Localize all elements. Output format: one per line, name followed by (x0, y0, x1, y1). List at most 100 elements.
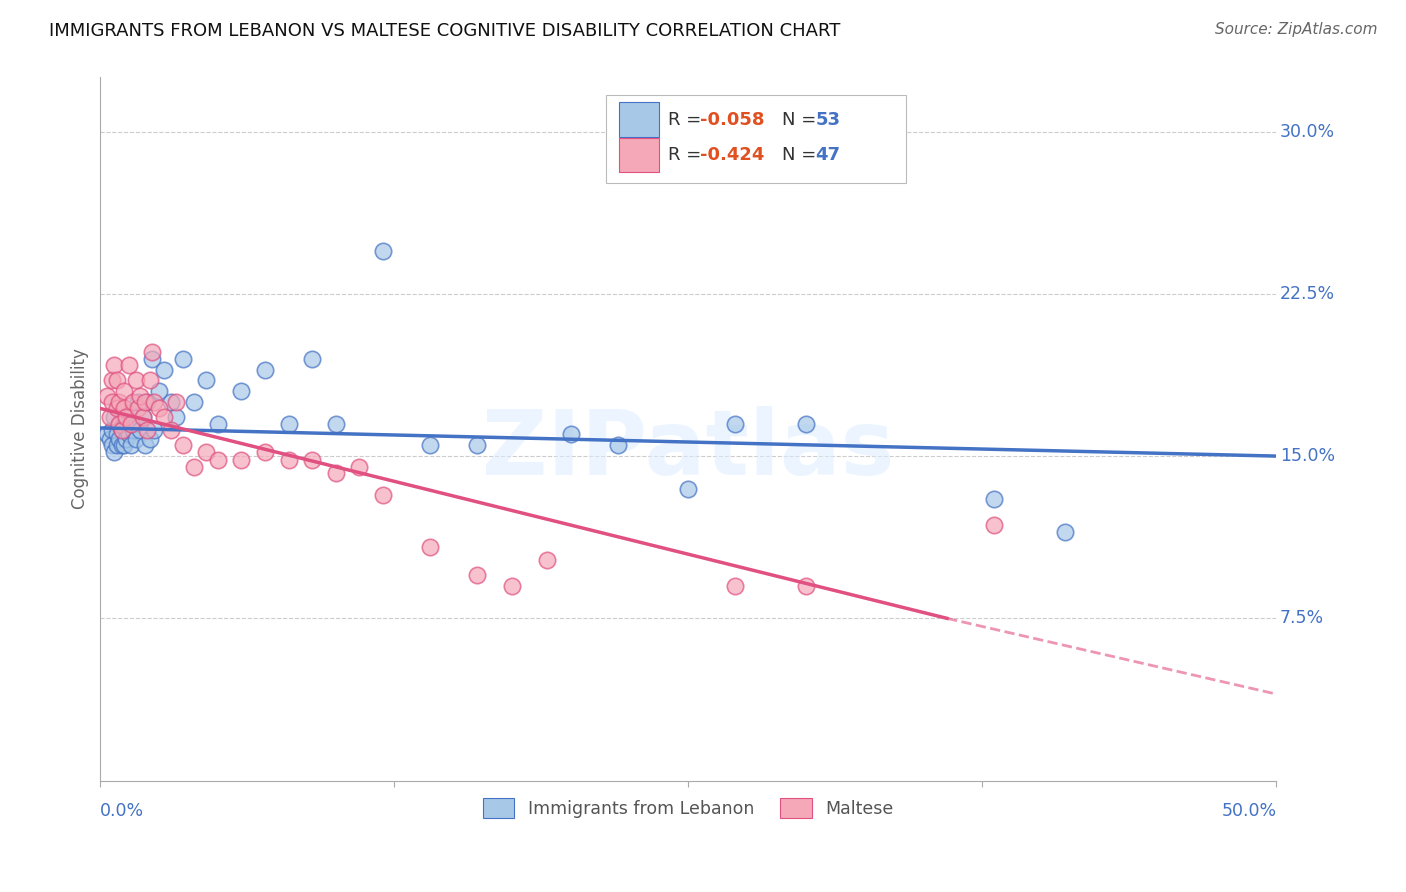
Text: Source: ZipAtlas.com: Source: ZipAtlas.com (1215, 22, 1378, 37)
FancyBboxPatch shape (619, 103, 659, 136)
Point (501, 579, 523, 593)
Point (124, 373, 146, 387)
Point (117, 358, 139, 372)
Point (419, 438, 441, 452)
Point (112, 438, 135, 452)
Point (794, 417, 817, 431)
Point (136, 423, 159, 437)
Point (1053, 524, 1076, 539)
Point (172, 351, 194, 366)
Text: 7.5%: 7.5% (1279, 609, 1324, 627)
Text: 30.0%: 30.0% (1279, 122, 1336, 141)
Point (371, 488, 394, 502)
Text: R =: R = (668, 145, 707, 164)
Legend: Immigrants from Lebanon, Maltese: Immigrants from Lebanon, Maltese (477, 791, 901, 825)
Point (141, 351, 163, 366)
Text: N =: N = (783, 111, 823, 128)
Point (103, 444, 125, 458)
Point (134, 395, 156, 409)
Point (983, 492, 1005, 507)
Point (207, 417, 229, 431)
Point (96, 388, 118, 402)
Point (560, 427, 582, 442)
Point (96, 427, 118, 442)
Point (98, 432, 121, 446)
Point (277, 417, 299, 431)
Text: 0.0%: 0.0% (100, 802, 145, 820)
Text: 47: 47 (815, 145, 841, 164)
Text: -0.058: -0.058 (700, 111, 765, 128)
Point (371, 244, 394, 258)
Point (139, 373, 162, 387)
Point (98, 410, 121, 425)
Point (139, 432, 162, 446)
Point (131, 410, 153, 425)
Point (153, 410, 176, 425)
Point (129, 423, 152, 437)
Point (124, 432, 146, 446)
Point (678, 482, 700, 496)
Point (120, 438, 142, 452)
Point (277, 453, 299, 467)
Point (131, 410, 153, 425)
Y-axis label: Cognitive Disability: Cognitive Disability (72, 349, 89, 509)
Text: IMMIGRANTS FROM LEBANON VS MALTESE COGNITIVE DISABILITY CORRELATION CHART: IMMIGRANTS FROM LEBANON VS MALTESE COGNI… (49, 22, 841, 40)
Point (110, 423, 132, 437)
Point (115, 423, 138, 437)
Point (347, 459, 370, 474)
Point (108, 432, 131, 446)
Point (172, 438, 194, 452)
Point (127, 395, 149, 409)
Point (141, 345, 163, 359)
Point (165, 410, 187, 425)
Point (115, 410, 138, 425)
Point (115, 432, 138, 446)
Text: R =: R = (668, 111, 707, 128)
Point (105, 373, 128, 387)
Point (253, 444, 276, 458)
Point (122, 423, 145, 437)
Point (195, 444, 218, 458)
Point (160, 423, 183, 437)
Point (112, 384, 135, 399)
Point (105, 401, 128, 416)
Point (195, 373, 218, 387)
Text: N =: N = (783, 145, 823, 164)
Point (231, 453, 253, 467)
Text: -0.424: -0.424 (700, 145, 765, 164)
Point (983, 518, 1005, 533)
Point (120, 417, 142, 431)
Point (325, 467, 347, 481)
Point (724, 579, 747, 593)
Point (127, 401, 149, 416)
Point (134, 438, 156, 452)
FancyBboxPatch shape (606, 95, 905, 183)
Point (465, 438, 488, 452)
Point (105, 427, 128, 442)
Point (101, 395, 124, 409)
Point (117, 406, 139, 420)
Point (207, 453, 229, 467)
Point (117, 427, 139, 442)
Point (253, 362, 276, 376)
Text: 53: 53 (815, 111, 841, 128)
Point (165, 395, 187, 409)
Point (103, 358, 125, 372)
Point (101, 373, 124, 387)
Point (103, 410, 125, 425)
Point (101, 438, 124, 452)
Point (108, 417, 131, 431)
Point (724, 417, 747, 431)
Point (160, 395, 183, 409)
Point (112, 410, 135, 425)
Point (183, 395, 205, 409)
Point (153, 362, 176, 376)
Point (419, 540, 441, 554)
Point (606, 438, 628, 452)
Point (794, 579, 817, 593)
Point (108, 395, 131, 409)
Point (148, 384, 170, 399)
Point (122, 395, 145, 409)
Point (105, 438, 128, 452)
Point (143, 395, 166, 409)
